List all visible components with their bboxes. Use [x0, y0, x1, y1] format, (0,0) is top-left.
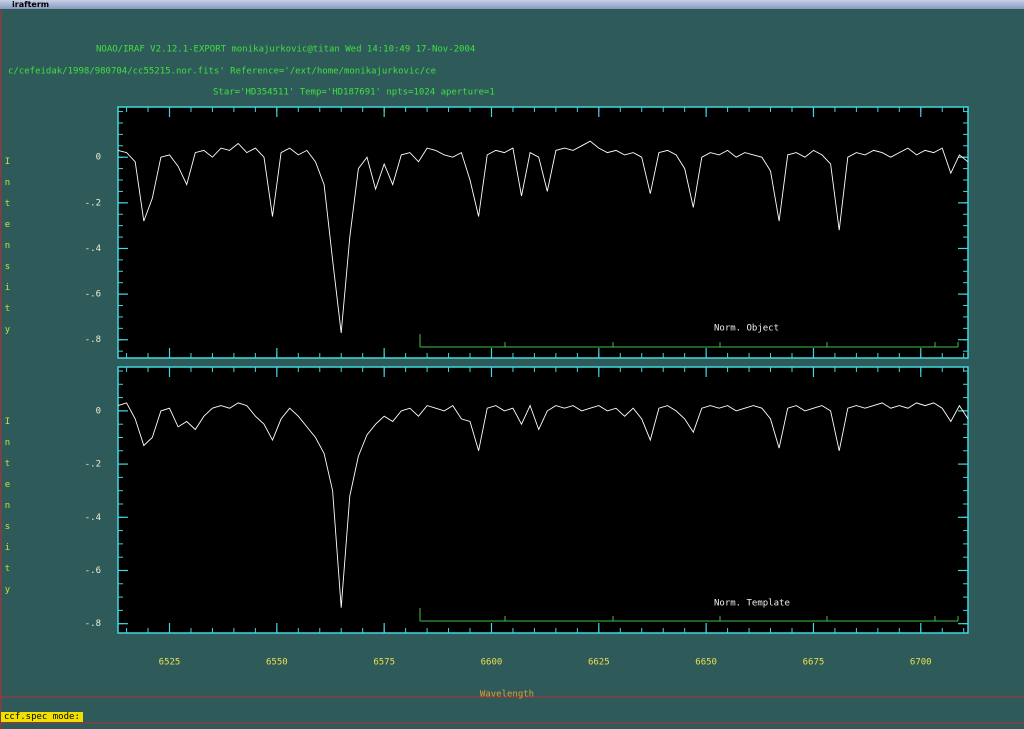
y-tick-label: 0: [96, 406, 101, 416]
header-line: c/cefeidak/1998/980704/cc55215.nor.fits'…: [8, 67, 436, 77]
y-tick-label: -.4: [85, 244, 101, 254]
panel-label: Norm. Object: [714, 324, 779, 334]
x-tick-label: 6550: [266, 658, 288, 668]
x-axis-label: Wavelength: [480, 690, 534, 700]
plot-area: [117, 106, 969, 359]
window-title: irafterm: [12, 0, 50, 9]
x-tick-label: 6575: [373, 658, 395, 668]
x-tick-label: 6600: [481, 658, 503, 668]
y-tick-label: -.2: [85, 198, 101, 208]
y-tick-label: -.2: [85, 460, 101, 470]
plot-area: [117, 366, 969, 634]
header-line: Star='HD354511' Temp='HD187691' npts=102…: [213, 88, 495, 98]
y-axis-label: Intensity: [4, 417, 11, 595]
y-tick-label: 0: [96, 153, 101, 163]
spectrum-line: [117, 140, 969, 333]
y-tick-label: -.4: [85, 513, 101, 523]
panel-label: Norm. Template: [714, 599, 790, 609]
y-tick-label: -.6: [85, 566, 101, 576]
y-tick-label: -.8: [85, 619, 101, 629]
x-tick-label: 6525: [159, 658, 181, 668]
title-bar: irafterm: [0, 0, 1024, 9]
x-tick-label: 6625: [588, 658, 610, 668]
spectrum-line: [117, 402, 969, 608]
y-axis-label: Intensity: [4, 157, 11, 335]
prompt: ccf.spec mode:: [1, 712, 83, 722]
x-tick-label: 6675: [803, 658, 825, 668]
y-tick-label: -.8: [85, 335, 101, 345]
x-tick-label: 6650: [695, 658, 717, 668]
header-line: NOAO/IRAF V2.12.1-EXPORT monikajurkovic@…: [96, 45, 475, 55]
x-tick-label: 6700: [910, 658, 932, 668]
y-tick-label: -.6: [85, 290, 101, 300]
